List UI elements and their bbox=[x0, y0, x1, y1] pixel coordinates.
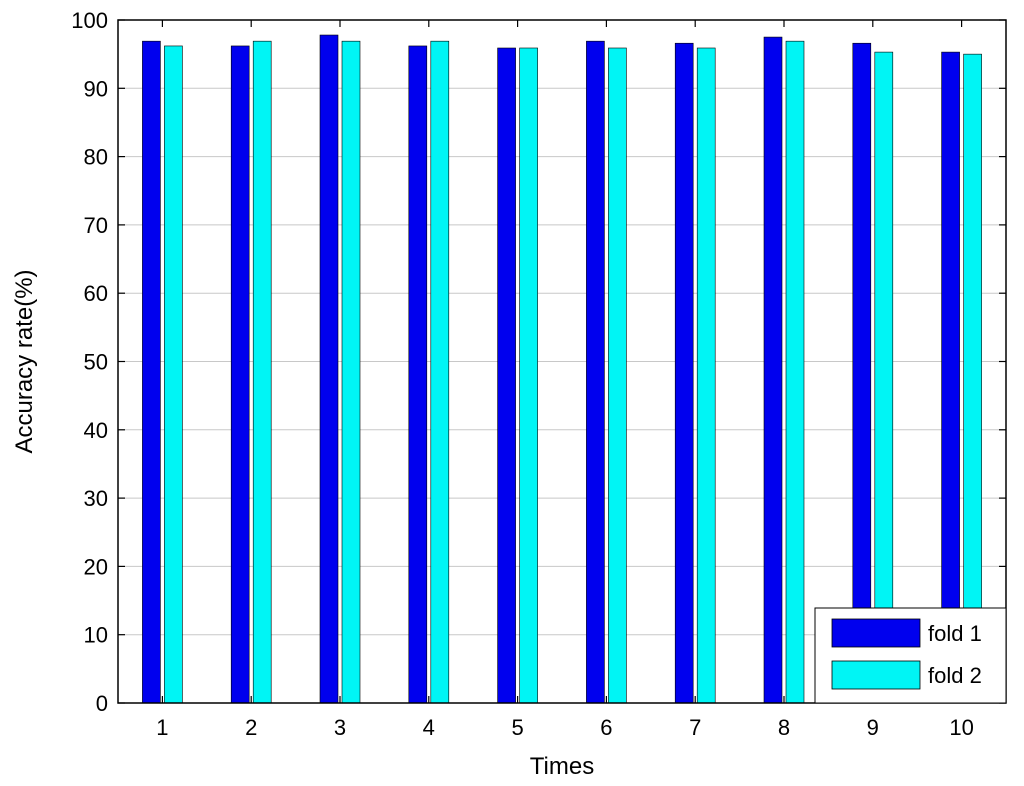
x-tick-label: 3 bbox=[334, 715, 346, 740]
x-tick-label: 6 bbox=[600, 715, 612, 740]
bar-fold-2-10 bbox=[963, 53, 982, 704]
y-tick-label: 80 bbox=[84, 145, 108, 170]
x-tick-label: 4 bbox=[423, 715, 435, 740]
y-tick-label: 60 bbox=[84, 281, 108, 306]
bar-fold-1-6 bbox=[586, 40, 605, 704]
x-axis-title: Times bbox=[530, 753, 594, 780]
y-tick-label: 20 bbox=[84, 554, 108, 579]
bar-fold-1-4 bbox=[408, 45, 428, 704]
bar-fold-2-2 bbox=[252, 40, 272, 704]
bar-fold-1-5 bbox=[497, 47, 516, 704]
bar-fold-2-5 bbox=[519, 47, 538, 704]
y-tick-label: 30 bbox=[84, 486, 108, 511]
bar-fold-2-1 bbox=[164, 45, 183, 704]
x-tick-label: 2 bbox=[245, 715, 257, 740]
y-tick-label: 50 bbox=[84, 350, 108, 375]
y-tick-label: 0 bbox=[96, 691, 108, 716]
gridlines bbox=[118, 87, 1006, 636]
bar-fold-1-2 bbox=[230, 45, 250, 704]
bar-fold-1-9 bbox=[852, 42, 872, 704]
y-tick-label: 90 bbox=[84, 76, 108, 101]
bar-fold-2-4 bbox=[430, 40, 450, 704]
x-tick-label: 7 bbox=[689, 715, 701, 740]
bars bbox=[142, 34, 982, 704]
bar-fold-2-3 bbox=[341, 40, 361, 704]
x-tick-label: 5 bbox=[511, 715, 523, 740]
legend: fold 1 fold 2 bbox=[814, 607, 1007, 704]
bar-fold-1-1 bbox=[142, 40, 161, 704]
y-tick-label: 100 bbox=[71, 8, 108, 33]
tick-labels: 0 10 20 30 40 50 60 70 80 90 100 1 2 3 4 5 6 7 8 9 10 bbox=[71, 8, 974, 740]
bar-fold-1-7 bbox=[674, 42, 694, 704]
legend-swatch-fold-1 bbox=[831, 618, 921, 648]
bar-fold-1-10 bbox=[941, 51, 960, 704]
x-tick-label: 9 bbox=[867, 715, 879, 740]
y-tick-label: 70 bbox=[84, 213, 108, 238]
bar-fold-2-6 bbox=[608, 47, 627, 704]
x-tick-label: 1 bbox=[156, 715, 168, 740]
y-tick-label: 10 bbox=[84, 623, 108, 648]
x-tick-label: 10 bbox=[949, 715, 973, 740]
y-axis-title: Accuracy rate(%) bbox=[11, 269, 38, 453]
y-tick-label: 40 bbox=[84, 418, 108, 443]
legend-swatch-fold-2 bbox=[831, 660, 921, 690]
bar-fold-2-7 bbox=[696, 47, 716, 704]
bar-fold-2-9 bbox=[874, 51, 894, 704]
legend-label-fold-1: fold 1 bbox=[928, 621, 982, 646]
legend-label-fold-2: fold 2 bbox=[928, 663, 982, 688]
bar-fold-1-3 bbox=[319, 34, 339, 704]
bar-fold-2-8 bbox=[785, 40, 805, 704]
x-tick-label: 8 bbox=[778, 715, 790, 740]
bar-fold-1-8 bbox=[763, 36, 783, 704]
